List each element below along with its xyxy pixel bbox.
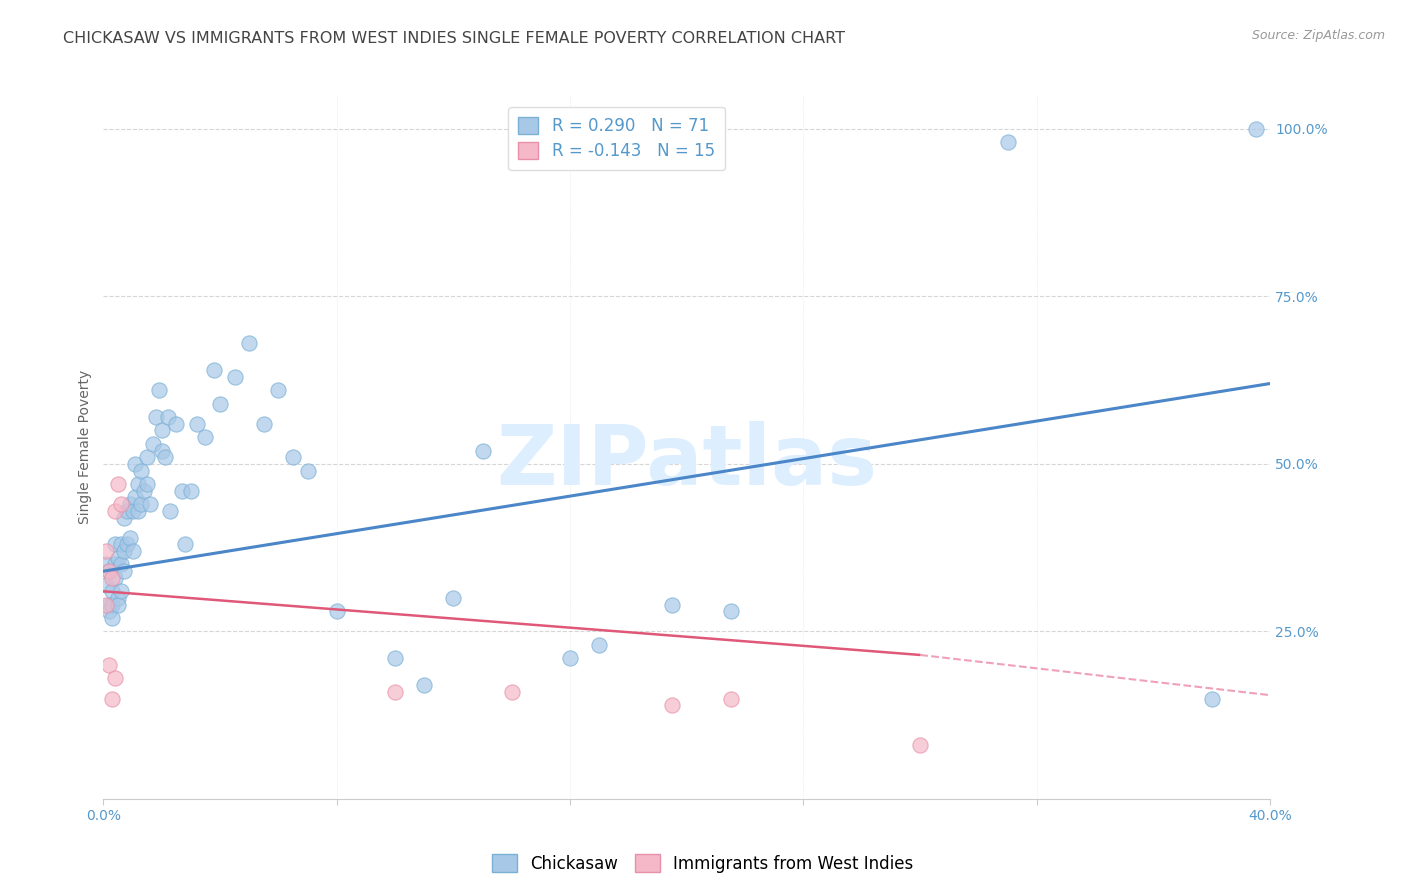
Point <box>413 678 436 692</box>
Point <box>150 424 173 438</box>
Point <box>101 584 124 599</box>
Point <box>112 544 135 558</box>
Point <box>104 558 127 572</box>
Point <box>124 491 146 505</box>
Point <box>115 504 138 518</box>
Point <box>101 611 124 625</box>
Point <box>118 531 141 545</box>
Point <box>131 464 153 478</box>
Point <box>174 537 197 551</box>
Y-axis label: Single Female Poverty: Single Female Poverty <box>79 370 93 524</box>
Point <box>471 443 494 458</box>
Point <box>908 739 931 753</box>
Point <box>115 537 138 551</box>
Point <box>281 450 304 465</box>
Point <box>127 504 149 518</box>
Point <box>720 691 742 706</box>
Point <box>110 537 132 551</box>
Point <box>297 464 319 478</box>
Point <box>121 504 143 518</box>
Point <box>224 369 246 384</box>
Point <box>104 571 127 585</box>
Point <box>110 558 132 572</box>
Point <box>145 409 167 424</box>
Point <box>720 604 742 618</box>
Point <box>558 651 581 665</box>
Point <box>156 409 179 424</box>
Point <box>96 577 118 591</box>
Legend: Chickasaw, Immigrants from West Indies: Chickasaw, Immigrants from West Indies <box>485 847 921 880</box>
Point <box>101 691 124 706</box>
Point <box>107 550 129 565</box>
Point <box>443 591 465 605</box>
Point <box>153 450 176 465</box>
Point <box>136 450 159 465</box>
Point <box>127 477 149 491</box>
Point <box>110 497 132 511</box>
Point <box>209 396 232 410</box>
Point <box>139 497 162 511</box>
Point <box>110 584 132 599</box>
Point <box>267 383 290 397</box>
Point <box>172 483 194 498</box>
Point <box>98 564 121 578</box>
Point <box>186 417 208 431</box>
Point <box>690 148 713 162</box>
Point <box>588 638 610 652</box>
Point <box>131 497 153 511</box>
Point <box>96 558 118 572</box>
Point <box>150 443 173 458</box>
Point <box>142 437 165 451</box>
Point <box>165 417 187 431</box>
Point <box>121 544 143 558</box>
Point <box>661 598 683 612</box>
Point <box>180 483 202 498</box>
Point <box>118 497 141 511</box>
Point <box>104 504 127 518</box>
Point <box>96 544 118 558</box>
Point <box>101 598 124 612</box>
Point <box>107 591 129 605</box>
Point <box>98 598 121 612</box>
Point <box>98 604 121 618</box>
Point <box>159 504 181 518</box>
Point <box>1244 121 1267 136</box>
Point <box>96 598 118 612</box>
Point <box>104 537 127 551</box>
Point <box>501 685 523 699</box>
Point <box>134 483 156 498</box>
Point <box>202 363 225 377</box>
Point <box>384 651 406 665</box>
Point <box>148 383 170 397</box>
Point <box>661 698 683 713</box>
Point <box>238 336 260 351</box>
Point <box>384 685 406 699</box>
Point <box>136 477 159 491</box>
Point <box>112 564 135 578</box>
Point <box>326 604 349 618</box>
Point <box>1201 691 1223 706</box>
Point <box>98 564 121 578</box>
Text: Source: ZipAtlas.com: Source: ZipAtlas.com <box>1251 29 1385 42</box>
Point <box>997 135 1019 149</box>
Point <box>112 510 135 524</box>
Point <box>107 477 129 491</box>
Point <box>124 457 146 471</box>
Point <box>104 672 127 686</box>
Point <box>253 417 276 431</box>
Point <box>107 598 129 612</box>
Point <box>98 658 121 673</box>
Text: ZIPatlas: ZIPatlas <box>496 421 877 501</box>
Point <box>101 571 124 585</box>
Legend: R = 0.290   N = 71, R = -0.143   N = 15: R = 0.290 N = 71, R = -0.143 N = 15 <box>509 107 725 170</box>
Text: CHICKASAW VS IMMIGRANTS FROM WEST INDIES SINGLE FEMALE POVERTY CORRELATION CHART: CHICKASAW VS IMMIGRANTS FROM WEST INDIES… <box>63 31 845 46</box>
Point <box>194 430 217 444</box>
